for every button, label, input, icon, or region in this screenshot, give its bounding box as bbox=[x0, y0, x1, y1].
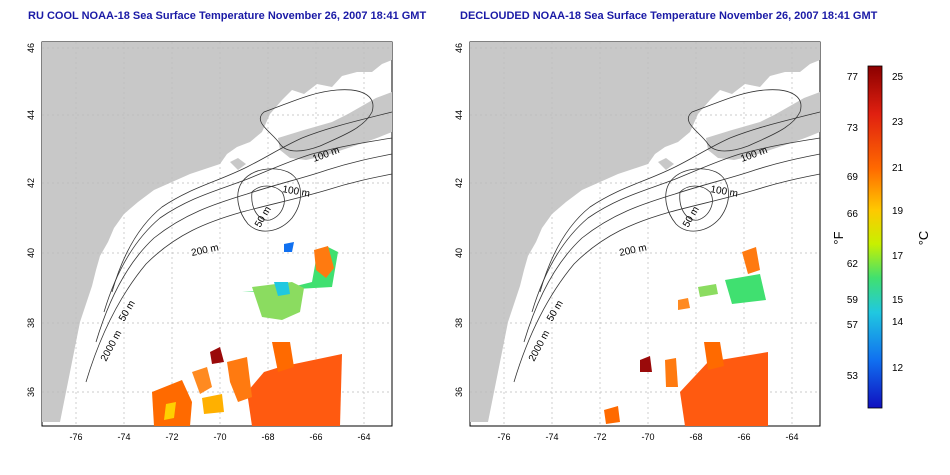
f-tick-69: 69 bbox=[847, 172, 859, 183]
left-map-panel: 100 m 100 m 50 m 200 m 50 m 2000 m -76 -… bbox=[26, 41, 393, 442]
right-x-axis: -76 -74 -72 -70 -68 -66 -64 bbox=[497, 432, 798, 442]
f-tick-73: 73 bbox=[847, 123, 859, 134]
fahrenheit-axis-label: °F bbox=[831, 231, 846, 244]
right-y-tick-6: 46 bbox=[454, 43, 464, 53]
right-x-tick-1: -76 bbox=[497, 432, 510, 442]
right-map-title: DECLOUDED NOAA-18 Sea Surface Temperatur… bbox=[460, 10, 878, 22]
left-x-axis: -76 -74 -72 -70 -68 -66 -64 bbox=[69, 432, 370, 442]
left-sst-data bbox=[152, 242, 342, 426]
left-map-title: RU COOL NOAA-18 Sea Surface Temperature … bbox=[28, 10, 427, 22]
left-y-tick-6: 46 bbox=[26, 43, 36, 53]
right-contour-label-2: 100 m bbox=[709, 184, 738, 200]
left-x-tick-6: -66 bbox=[309, 432, 322, 442]
left-contour-label-2: 100 m bbox=[281, 184, 310, 200]
c-tick-23: 23 bbox=[892, 117, 904, 128]
left-x-tick-1: -76 bbox=[69, 432, 82, 442]
right-x-tick-3: -72 bbox=[593, 432, 606, 442]
c-tick-25: 25 bbox=[892, 72, 904, 83]
f-tick-66: 66 bbox=[847, 209, 859, 220]
temperature-colorbar: 77 73 69 66 62 59 57 53 25 23 21 19 17 1… bbox=[831, 65, 931, 409]
right-y-tick-2: 38 bbox=[454, 318, 464, 328]
c-tick-17: 17 bbox=[892, 251, 904, 262]
right-y-axis: 36 38 40 42 44 46 bbox=[454, 43, 464, 397]
left-x-tick-4: -70 bbox=[213, 432, 226, 442]
right-y-tick-3: 40 bbox=[454, 248, 464, 258]
right-y-tick-5: 44 bbox=[454, 110, 464, 120]
f-tick-77: 77 bbox=[847, 72, 859, 83]
left-y-axis: 36 38 40 42 44 46 bbox=[26, 43, 36, 397]
left-x-tick-2: -74 bbox=[117, 432, 130, 442]
c-tick-15: 15 bbox=[892, 295, 904, 306]
colorbar-gradient bbox=[867, 65, 883, 409]
right-x-tick-6: -66 bbox=[737, 432, 750, 442]
f-tick-59: 59 bbox=[847, 295, 859, 306]
left-y-tick-3: 40 bbox=[26, 248, 36, 258]
fahrenheit-ticks: 77 73 69 66 62 59 57 53 bbox=[847, 72, 859, 382]
left-y-tick-2: 38 bbox=[26, 318, 36, 328]
right-map-panel: 100 m 100 m 50 m 200 m 50 m 2000 m -76 -… bbox=[454, 41, 821, 442]
c-tick-21: 21 bbox=[892, 163, 904, 174]
celsius-ticks: 25 23 21 19 17 15 14 12 bbox=[892, 72, 904, 374]
right-x-tick-7: -64 bbox=[785, 432, 798, 442]
right-x-tick-2: -74 bbox=[545, 432, 558, 442]
right-y-tick-4: 42 bbox=[454, 178, 464, 188]
right-sst-data bbox=[604, 247, 768, 426]
right-y-tick-1: 36 bbox=[454, 387, 464, 397]
right-x-tick-4: -70 bbox=[641, 432, 654, 442]
c-tick-14: 14 bbox=[892, 317, 904, 328]
c-tick-19: 19 bbox=[892, 206, 904, 217]
left-x-tick-3: -72 bbox=[165, 432, 178, 442]
left-y-tick-1: 36 bbox=[26, 387, 36, 397]
c-tick-12: 12 bbox=[892, 363, 904, 374]
right-x-tick-5: -68 bbox=[689, 432, 702, 442]
left-y-tick-4: 42 bbox=[26, 178, 36, 188]
celsius-axis-label: °C bbox=[916, 231, 931, 246]
f-tick-62: 62 bbox=[847, 259, 859, 270]
left-y-tick-5: 44 bbox=[26, 110, 36, 120]
f-tick-57: 57 bbox=[847, 320, 859, 331]
left-x-tick-5: -68 bbox=[261, 432, 274, 442]
left-x-tick-7: -64 bbox=[357, 432, 370, 442]
f-tick-53: 53 bbox=[847, 371, 859, 382]
